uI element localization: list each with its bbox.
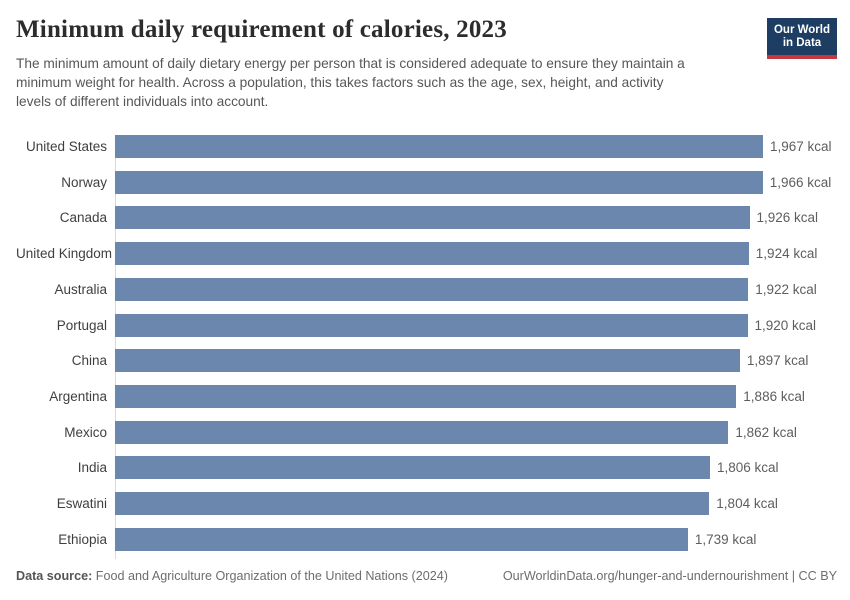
data-source: Data source: Food and Agriculture Organi… <box>16 568 448 584</box>
chart-row: China 1,897 kcal <box>16 343 837 379</box>
bar[interactable] <box>115 277 749 301</box>
chart-row: Australia 1,922 kcal <box>16 272 837 308</box>
bar[interactable] <box>115 491 710 515</box>
bar[interactable] <box>115 242 749 266</box>
chart-row: Eswatini 1,804 kcal <box>16 486 837 522</box>
footer-link[interactable]: OurWorldinData.org/hunger-and-undernouri… <box>502 568 837 583</box>
value-label: 1,920 kcal <box>754 317 817 333</box>
owid-logo[interactable]: Our World in Data <box>767 18 837 59</box>
title-block: Minimum daily requirement of calories, 2… <box>16 16 685 111</box>
value-label: 1,806 kcal <box>717 460 779 476</box>
country-label: Ethiopia <box>58 531 107 547</box>
value-label: 1,897 kcal <box>746 353 809 369</box>
chart-row: United Kingdom 1,924 kcal <box>16 236 837 272</box>
country-label: India <box>77 460 107 476</box>
value-label: 1,862 kcal <box>735 424 797 440</box>
page-title: Minimum daily requirement of calories, 2… <box>16 16 507 43</box>
country-label: Portugal <box>56 317 107 333</box>
chart-subtitle: The minimum amount of daily dietary ener… <box>16 55 685 109</box>
country-label: Argentina <box>49 388 107 404</box>
country-label: Mexico <box>64 424 107 440</box>
chart-row: Argentina 1,886 kcal <box>16 379 837 415</box>
chart-row: Canada 1,926 kcal <box>16 200 837 236</box>
chart-row: India 1,806 kcal <box>16 450 837 486</box>
value-label: 1,924 kcal <box>755 246 818 262</box>
country-label: United Kingdom <box>16 246 113 262</box>
value-label: 1,926 kcal <box>756 210 819 226</box>
chart-row: Mexico 1,862 kcal <box>16 414 837 450</box>
chart-row: Ethiopia 1,739 kcal <box>16 521 837 557</box>
value-label: 1,922 kcal <box>755 281 817 297</box>
country-label: Eswatini <box>56 495 107 511</box>
header: Minimum daily requirement of calories, 2… <box>16 16 837 111</box>
bar[interactable] <box>115 135 763 159</box>
bar[interactable] <box>115 420 729 444</box>
owid-logo-line2: in Data <box>782 37 822 49</box>
bar[interactable] <box>115 170 763 194</box>
country-label: Australia <box>54 281 107 297</box>
bar[interactable] <box>115 206 750 230</box>
value-label: 1,739 kcal <box>694 531 757 547</box>
data-source-label: Data source: <box>16 568 93 583</box>
data-source-text: Food and Agriculture Organization of the… <box>92 568 448 583</box>
owid-logo-line1: Our World <box>773 24 830 36</box>
country-label: Canada <box>59 210 107 226</box>
footer: Data source: Food and Agriculture Organi… <box>16 568 837 584</box>
bar[interactable] <box>115 313 748 337</box>
value-label: 1,886 kcal <box>743 388 805 404</box>
chart-rows: United States 1,967 kcal Norway 1,966 kcal C… <box>16 129 837 557</box>
y-axis-line <box>115 134 116 559</box>
bar-chart: United States 1,967 kcal Norway 1,966 kcal C… <box>16 129 837 559</box>
chart-row: Portugal 1,920 kcal <box>16 307 837 343</box>
chart-row: Norway 1,966 kcal <box>16 164 837 200</box>
value-label: 1,966 kcal <box>769 174 832 190</box>
country-label: United States <box>25 139 107 155</box>
bar[interactable] <box>115 456 710 480</box>
country-label: China <box>71 353 107 369</box>
value-label: 1,804 kcal <box>716 495 778 511</box>
value-label: 1,967 kcal <box>770 139 832 155</box>
bar[interactable] <box>115 384 737 408</box>
bar[interactable] <box>115 349 740 373</box>
bar[interactable] <box>115 527 688 551</box>
country-label: Norway <box>61 174 107 190</box>
chart-row: United States 1,967 kcal <box>16 129 837 165</box>
